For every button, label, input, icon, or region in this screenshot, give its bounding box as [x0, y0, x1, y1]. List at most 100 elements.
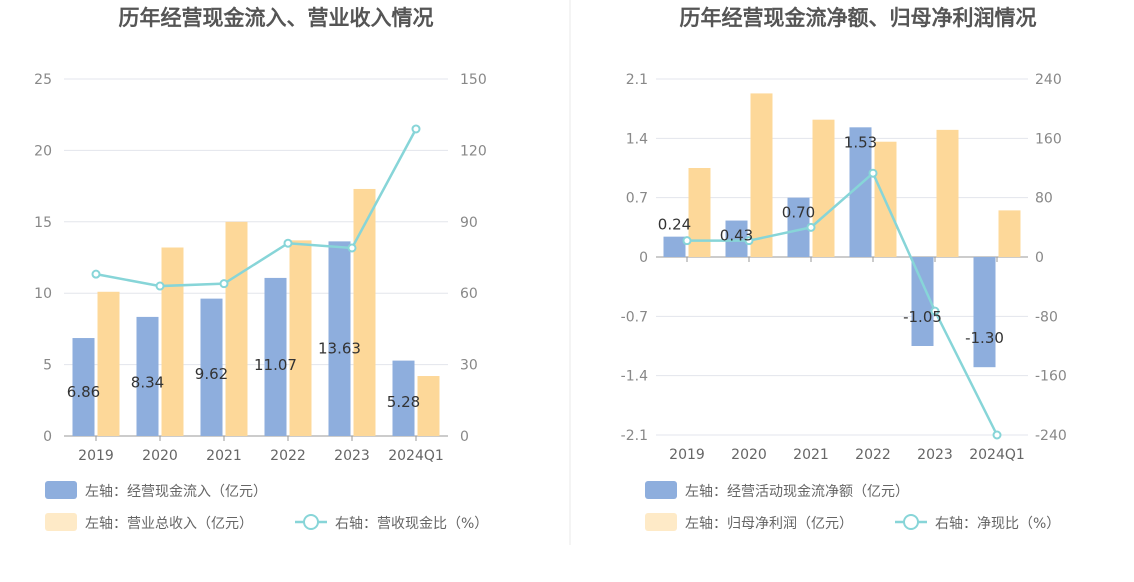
- bar-primary: [392, 360, 415, 436]
- bar-primary: [849, 127, 872, 257]
- ratio-point: [91, 269, 101, 279]
- legend-label: 左轴：营业总收入（亿元）: [85, 516, 253, 532]
- y-right-tick-label: 80: [1035, 191, 1053, 207]
- x-tick-label: 2021: [793, 447, 829, 463]
- bar-primary: [72, 338, 95, 436]
- legend-swatch: [45, 481, 77, 499]
- y-right-tick-label: -160: [1035, 369, 1067, 385]
- bar-data-label: 9.62: [195, 365, 228, 383]
- bar-data-label: 0.24: [658, 216, 691, 234]
- bar-primary: [264, 277, 287, 436]
- legend-line-marker: [903, 514, 919, 530]
- bar-data-label: -1.05: [903, 308, 942, 326]
- x-tick-label: 2019: [669, 447, 705, 463]
- x-tick-label: 2024Q1: [388, 448, 444, 464]
- y-right-tick-label: -240: [1035, 428, 1067, 444]
- x-tick-label: 2023: [334, 448, 370, 464]
- bar-secondary: [97, 291, 120, 436]
- bar-secondary: [688, 168, 711, 257]
- ratio-point: [682, 236, 692, 246]
- bar-primary: [911, 257, 934, 346]
- y-right-tick-label: 120: [460, 143, 487, 159]
- x-tick-label: 2021: [206, 448, 242, 464]
- bar-primary: [973, 257, 996, 368]
- y-left-tick-label: 5: [43, 358, 52, 374]
- bar-primary: [328, 241, 351, 436]
- bar-data-label: 5.28: [387, 393, 420, 411]
- ratio-point: [992, 430, 1002, 440]
- y-left-tick-label: -0.7: [621, 309, 648, 325]
- y-right-tick-label: 0: [460, 429, 469, 445]
- bar-data-label: 0.70: [782, 204, 815, 222]
- x-tick-label: 2019: [78, 448, 114, 464]
- y-right-tick-label: 150: [460, 72, 487, 88]
- bar-data-label: 13.63: [318, 339, 361, 357]
- legend-label: 左轴：经营活动现金流净额（亿元）: [685, 484, 909, 500]
- ratio-line: [687, 171, 999, 436]
- bar-data-label: 8.34: [131, 373, 164, 391]
- ratio-point: [744, 236, 754, 246]
- x-tick-label: 2020: [142, 448, 178, 464]
- legend-swatch: [645, 481, 677, 499]
- bar-secondary: [936, 129, 959, 257]
- x-tick-label: 2023: [917, 447, 953, 463]
- legend-swatch: [45, 513, 77, 531]
- y-right-tick-label: 0: [1035, 250, 1044, 266]
- ratio-line: [95, 128, 418, 288]
- legend-label: 左轴：经营现金流入（亿元）: [85, 484, 267, 500]
- y-right-tick-label: 240: [1035, 72, 1062, 88]
- y-left-tick-label: 2.1: [626, 72, 648, 88]
- bar-primary: [725, 220, 748, 257]
- bar-data-label: 0.43: [720, 227, 753, 245]
- ratio-point: [411, 124, 421, 134]
- legend-swatch: [645, 513, 677, 531]
- y-left-tick-label: 15: [34, 215, 52, 231]
- y-left-tick-label: 0: [43, 429, 52, 445]
- y-left-tick-label: 25: [34, 72, 52, 88]
- chart-panel-left: 0 5 10 15 20 25 0 30 60 90 120 150 2019 2020 2021 2022 2…: [34, 72, 488, 532]
- y-left-tick-label: -2.1: [621, 428, 648, 444]
- ratio-point: [155, 281, 165, 291]
- x-tick-label: 2022: [270, 448, 306, 464]
- bar-secondary: [161, 247, 184, 436]
- y-left-tick-label: 0: [639, 250, 648, 266]
- y-right-tick-label: 60: [460, 286, 478, 302]
- ratio-point: [219, 279, 229, 289]
- x-tick-label: 2020: [731, 447, 767, 463]
- bar-data-label: 6.86: [67, 383, 100, 401]
- y-left-tick-label: 0.7: [626, 191, 648, 207]
- legend-label: 右轴：净现比（%）: [935, 516, 1060, 532]
- bar-primary: [663, 236, 686, 257]
- bar-primary: [200, 298, 223, 436]
- chart-title-left: 历年经营现金流入、营业收入情况: [119, 6, 434, 30]
- y-left-tick-label: 20: [34, 143, 52, 159]
- x-tick-label: 2022: [855, 447, 891, 463]
- legend-line-marker: [303, 514, 319, 530]
- ratio-point: [283, 238, 293, 248]
- y-right-tick-label: 90: [460, 215, 478, 231]
- ratio-point: [930, 306, 940, 316]
- bar-secondary: [353, 188, 376, 436]
- chart-title-right: 历年经营现金流净额、归母净利润情况: [680, 6, 1037, 30]
- bar-secondary: [289, 240, 312, 436]
- bar-primary: [136, 316, 159, 436]
- y-right-tick-label: -80: [1035, 309, 1058, 325]
- bar-secondary: [417, 376, 440, 436]
- bar-secondary: [750, 93, 773, 258]
- bar-secondary: [225, 221, 248, 436]
- bar-secondary: [998, 210, 1021, 257]
- bar-data-label: 1.53: [844, 133, 877, 151]
- bar-data-label: -1.30: [965, 329, 1004, 347]
- y-right-tick-label: 30: [460, 358, 478, 374]
- legend-label: 右轴：营收现金比（%）: [335, 516, 488, 532]
- legend-label: 左轴：归母净利润（亿元）: [685, 515, 853, 532]
- bar-data-label: 11.07: [254, 356, 297, 374]
- y-left-tick-label: 1.4: [626, 131, 648, 147]
- chart-panel-right: -2.1 -1.4 -0.7 0 0.7 1.4 2.1 -240 -160 -80 0 80 160 2…: [621, 72, 1067, 532]
- bar-primary: [787, 197, 810, 257]
- y-left-tick-label: 10: [34, 286, 52, 302]
- ratio-point: [806, 222, 816, 232]
- bar-secondary: [812, 119, 835, 257]
- y-right-tick-label: 160: [1035, 131, 1062, 147]
